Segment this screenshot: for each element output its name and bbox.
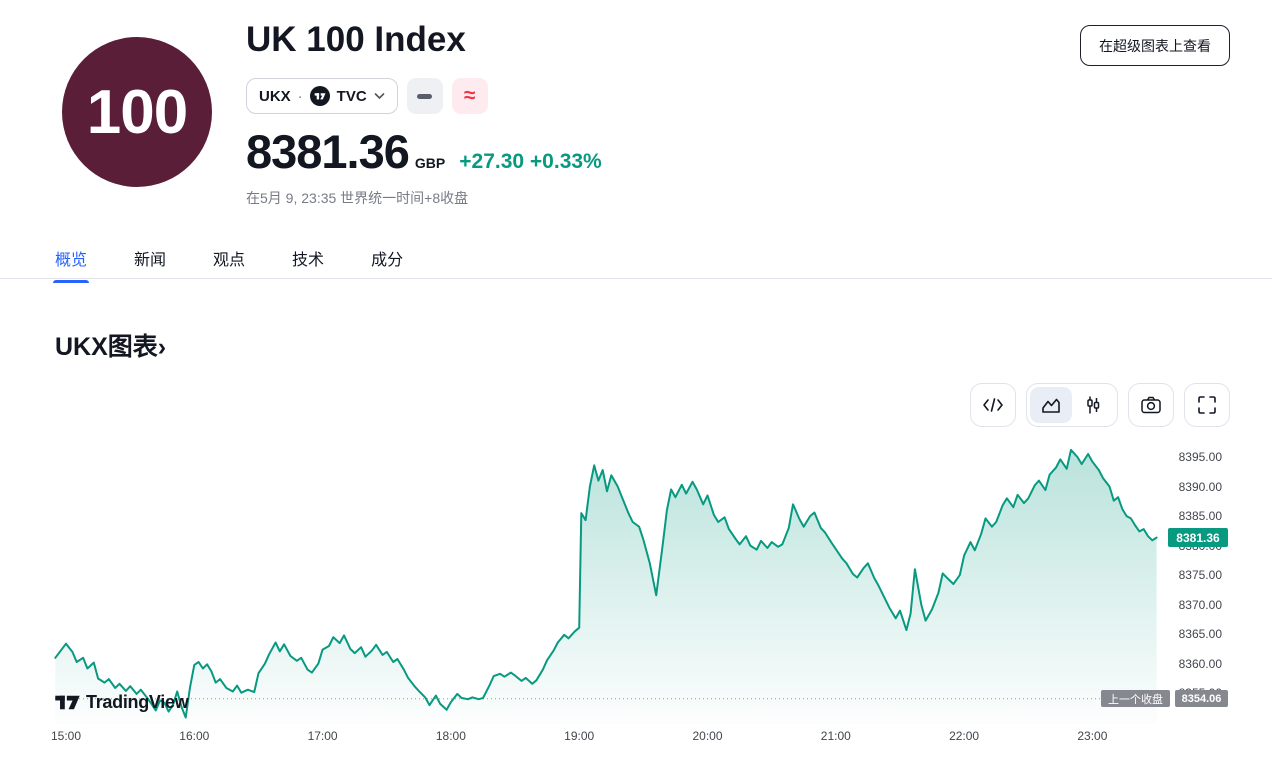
tabs-divider <box>0 278 1272 279</box>
candlestick-icon <box>1087 396 1100 414</box>
tradingview-attribution[interactable]: TradingView <box>55 692 189 713</box>
price-row: 8381.36 GBP +27.30 +0.33% <box>246 126 602 178</box>
x-tick: 20:00 <box>692 729 723 743</box>
price-chart[interactable]: 8395.008390.008385.008380.008375.008370.… <box>0 438 1272 761</box>
wave-icon: ≈ <box>463 83 476 107</box>
symbol-selector[interactable]: UKX · TVC <box>246 78 398 114</box>
market-closed-button[interactable] <box>406 78 443 114</box>
price-change: +27.30 +0.33% <box>459 149 602 173</box>
area-chart[interactable] <box>0 438 1272 738</box>
y-tick: 8365.00 <box>1178 627 1222 642</box>
embed-code-button[interactable] <box>970 383 1016 427</box>
market-closed-note: 在5月 9, 23:35 世界统一时间+8收盘 <box>246 190 469 206</box>
area-chart-button[interactable] <box>1030 387 1072 423</box>
delayed-data-button[interactable]: ≈ <box>451 78 488 114</box>
area-chart-icon <box>1042 398 1060 413</box>
x-tick: 16:00 <box>179 729 210 743</box>
tradingview-icon <box>309 86 330 106</box>
x-tick: 23:00 <box>1077 729 1108 743</box>
area-fill <box>55 449 1157 724</box>
tab-ideas[interactable]: 观点 <box>213 252 246 269</box>
tab-news[interactable]: 新闻 <box>134 252 167 269</box>
page-title: UK 100 Index <box>246 20 466 59</box>
symbol-label: UKX <box>259 87 291 105</box>
snapshot-button[interactable] <box>1128 383 1174 427</box>
tradingview-wordmark: TradingView <box>86 692 189 712</box>
chart-section-link[interactable]: UKX图表› <box>55 333 167 361</box>
uk100-logo-text: 100 <box>86 77 188 147</box>
chart-toolbar <box>970 383 1230 427</box>
y-tick: 8360.00 <box>1178 656 1222 671</box>
price-line <box>54 448 1158 719</box>
previous-close-label: 上一个收盘 <box>1101 690 1170 708</box>
y-tick: 8390.00 <box>1178 479 1222 494</box>
x-tick: 22:00 <box>949 729 980 743</box>
y-tick: 8395.00 <box>1178 450 1222 464</box>
tab-technicals[interactable]: 技术 <box>292 252 325 269</box>
currency-label: GBP <box>414 154 446 171</box>
last-price-badge: 8381.36 <box>1168 528 1228 548</box>
last-price: 8381.36 <box>246 125 410 178</box>
tradingview-logo <box>55 695 80 710</box>
x-tick: 15:00 <box>50 729 82 743</box>
separator-dot: · <box>297 87 303 105</box>
x-tick: 21:00 <box>820 729 851 743</box>
x-tick: 18:00 <box>435 729 466 743</box>
tab-overview[interactable]: 概览 <box>52 246 90 283</box>
fullscreen-button[interactable] <box>1184 383 1230 427</box>
y-tick: 8375.00 <box>1178 568 1222 583</box>
code-icon <box>983 398 1003 412</box>
tab-components[interactable]: 成分 <box>371 252 404 269</box>
dash-icon <box>417 93 433 99</box>
chevron-right-icon: › <box>157 333 167 361</box>
exchange-label: TVC <box>336 87 367 105</box>
tabs-row: 概览 新闻 观点 技术 成分 <box>52 246 404 283</box>
chart-type-switch <box>1026 383 1118 427</box>
candlestick-chart-button[interactable] <box>1072 387 1114 423</box>
x-tick: 17:00 <box>307 729 338 743</box>
camera-icon <box>1141 396 1161 414</box>
uk100-logo: 100 <box>62 37 212 187</box>
y-tick: 8370.00 <box>1178 597 1222 612</box>
open-superchart-button[interactable]: 在超级图表上查看 <box>1080 25 1230 66</box>
fullscreen-icon <box>1198 396 1216 414</box>
previous-close-value: 8354.06 <box>1175 690 1228 708</box>
chevron-down-icon <box>374 93 384 99</box>
x-tick: 19:00 <box>564 729 595 743</box>
y-tick: 8385.00 <box>1178 509 1222 524</box>
symbol-row: UKX · TVC ≈ <box>246 78 488 114</box>
